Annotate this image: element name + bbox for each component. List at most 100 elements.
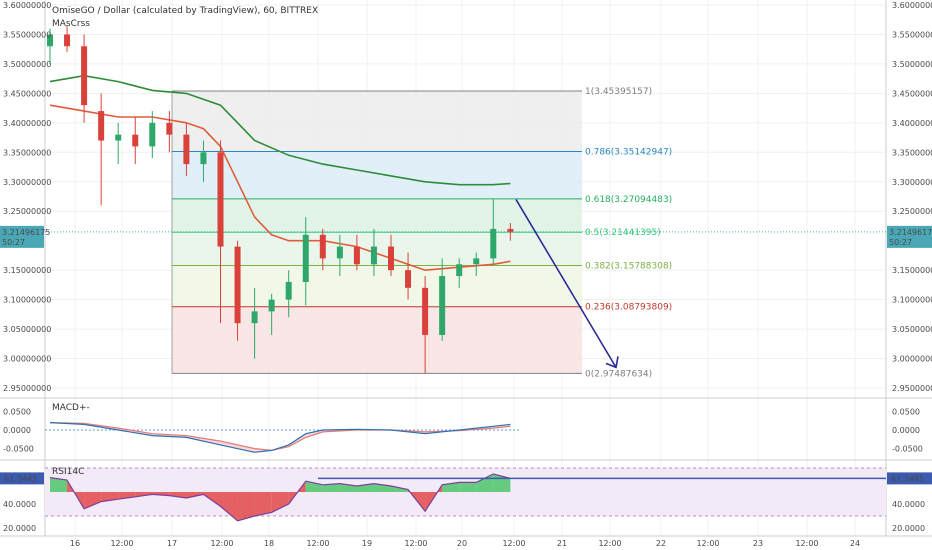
macd-pane: MACD+- 0.0500 0.0500 0.0000 0.0000 -0.0500 -0.… bbox=[3, 403, 923, 454]
price-tick-label-left: 3.45000000 bbox=[3, 89, 51, 98]
candle-body bbox=[132, 134, 139, 147]
price-axis[interactable]: 3.60000000 3.60000000 3.55000000 3.55000000… bbox=[0, 1, 932, 393]
current-price-value: 3.21496175 bbox=[2, 228, 50, 237]
time-tick-label: 23 bbox=[753, 539, 763, 548]
price-tick-label-right: 3.40000000 bbox=[892, 119, 932, 128]
price-tick-label-right: 3.35000000 bbox=[892, 148, 932, 157]
rsi-fill-segment bbox=[237, 492, 255, 521]
rsi-current-badge bbox=[887, 472, 932, 485]
time-tick-label: 12:00 bbox=[210, 539, 233, 548]
time-tick-label: 12:00 bbox=[110, 539, 133, 548]
fib-level-label: 0.618(3.27094483) bbox=[585, 195, 672, 205]
candle-body bbox=[268, 299, 275, 312]
fib-zone bbox=[172, 151, 582, 199]
time-tick-label: 17 bbox=[167, 539, 177, 548]
macd-line bbox=[49, 422, 511, 453]
candle-body bbox=[336, 246, 343, 259]
rsi-tick-right: 20.0000 bbox=[892, 524, 925, 533]
price-tick-label-right: 3.10000000 bbox=[892, 296, 932, 305]
time-tick-label: 12:00 bbox=[502, 539, 525, 548]
candle-body bbox=[370, 246, 377, 265]
rsi-fill-segment bbox=[220, 492, 238, 521]
price-tick-label-left: 3.60000000 bbox=[3, 1, 51, 10]
time-tick-label: 12:00 bbox=[598, 539, 621, 548]
ma-fast-line bbox=[49, 104, 511, 272]
rsi-fill-segment bbox=[118, 492, 136, 500]
candle-body bbox=[319, 234, 326, 259]
candle-body bbox=[98, 111, 105, 141]
fib-level-label: 1(3.45395157) bbox=[585, 87, 652, 97]
candle-body bbox=[353, 246, 360, 265]
macd-tick-left: 0.0000 bbox=[3, 426, 31, 435]
candle-body bbox=[183, 134, 190, 165]
candle-body bbox=[166, 122, 173, 135]
time-tick-label: 21 bbox=[557, 539, 567, 548]
rsi-fill-segment bbox=[459, 482, 477, 492]
candle-body bbox=[405, 270, 412, 288]
fib-zone bbox=[172, 198, 582, 233]
macd-signal-line bbox=[49, 422, 511, 452]
candle-body bbox=[302, 234, 309, 282]
time-tick-label: 12:00 bbox=[404, 539, 427, 548]
price-tick-label-left: 3.05000000 bbox=[3, 325, 51, 334]
bar-countdown: 50:27 bbox=[2, 238, 25, 247]
indicator-label: MAsCrss bbox=[52, 19, 90, 29]
price-tick-label-right: 3.45000000 bbox=[892, 89, 932, 98]
fib-zone bbox=[172, 91, 582, 152]
rsi-current-badge bbox=[0, 472, 44, 485]
candle-body bbox=[456, 264, 463, 277]
rsi-pane: RSI14C 40.0000 40.0000 20.0000 20.0000 61.344… bbox=[0, 467, 932, 533]
price-tick-label-left: 3.35000000 bbox=[3, 148, 51, 157]
projection-line bbox=[515, 199, 617, 368]
rsi-fill-segment bbox=[322, 483, 340, 492]
price-tick-label-left: 3.30000000 bbox=[3, 178, 51, 187]
price-tick-label-right: 3.30000000 bbox=[892, 178, 932, 187]
candle-body bbox=[200, 152, 207, 165]
candle-body bbox=[439, 276, 446, 335]
candle-body bbox=[507, 228, 514, 232]
fib-level-label: 0.5(3.21441395) bbox=[585, 228, 661, 238]
price-tick-label-left: 2.95000000 bbox=[3, 384, 51, 393]
price-tick-label-right: 3.15000000 bbox=[892, 266, 932, 275]
rsi-tick-right: 40.0000 bbox=[892, 500, 925, 509]
moving-averages bbox=[49, 74, 511, 272]
macd-tick-right: 0.0000 bbox=[892, 426, 920, 435]
ma-slow-line bbox=[49, 74, 511, 186]
candle-body bbox=[217, 152, 224, 247]
time-tick-label: 12:00 bbox=[306, 539, 329, 548]
price-tick-label-left: 3.55000000 bbox=[3, 30, 51, 39]
rsi-fill-segment bbox=[50, 477, 68, 492]
badge-bg bbox=[0, 225, 44, 248]
price-tick-label-left: 3.15000000 bbox=[3, 266, 51, 275]
rsi-tick-left: 40.0000 bbox=[3, 500, 36, 509]
candle-body bbox=[115, 134, 122, 141]
candle-body bbox=[285, 281, 292, 300]
fib-level-label: 0.236(3.08793809) bbox=[585, 303, 672, 313]
candle-body bbox=[149, 122, 156, 147]
time-tick-label: 12:00 bbox=[795, 539, 818, 548]
price-tick-label-right: 3.50000000 bbox=[892, 60, 932, 69]
price-tick-label-left: 3.00000000 bbox=[3, 355, 51, 364]
fib-zone bbox=[172, 232, 582, 266]
price-tick-label-right: 3.00000000 bbox=[892, 355, 932, 364]
badge-bg bbox=[887, 225, 932, 248]
fib-level-label: 0(2.97487634) bbox=[585, 369, 652, 379]
candle-body bbox=[473, 258, 480, 265]
candle-body bbox=[422, 287, 429, 335]
price-tick-label-right: 3.05000000 bbox=[892, 325, 932, 334]
fib-zone bbox=[172, 265, 582, 307]
candle-body bbox=[251, 311, 258, 324]
candle-body bbox=[490, 228, 497, 259]
macd-tick-left: 0.0500 bbox=[3, 407, 31, 416]
projection-arrow[interactable] bbox=[515, 199, 619, 369]
rsi-fill-segment bbox=[84, 492, 102, 509]
rsi-fill-segment bbox=[254, 492, 272, 516]
macd-tick-right: -0.0500 bbox=[892, 445, 923, 454]
fib-level-label: 0.786(3.35142947) bbox=[585, 147, 672, 157]
time-axis[interactable]: 16 12:00 17 12:00 18 12:00 19 12:00 20 12:00 21 12:… bbox=[70, 539, 860, 548]
price-tick-label-right: 3.55000000 bbox=[892, 30, 932, 39]
candle-body bbox=[81, 46, 88, 106]
